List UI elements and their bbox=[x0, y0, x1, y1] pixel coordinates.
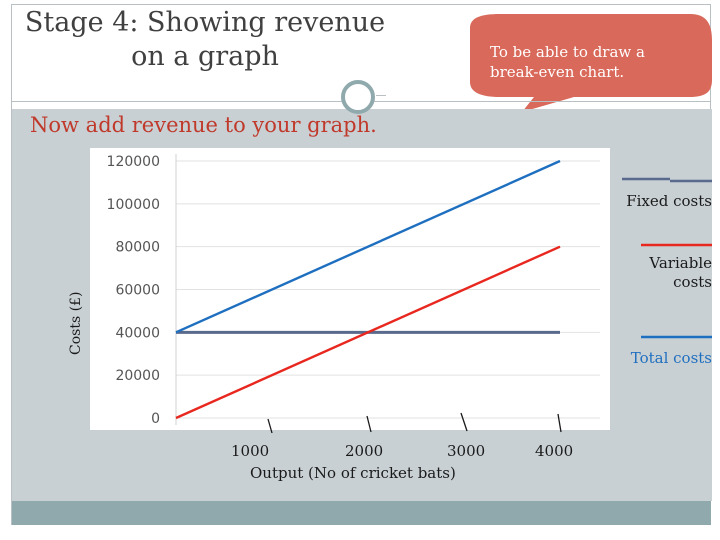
y-tick-label: 40000 bbox=[115, 325, 160, 341]
callout-line-2: break-even chart. bbox=[490, 63, 625, 81]
x-tick-label: 1000 bbox=[231, 442, 270, 460]
y-tick-label: 20000 bbox=[115, 368, 160, 384]
slide-title: Stage 4: Showing revenue on a graph bbox=[20, 6, 390, 74]
callout-bubble bbox=[470, 14, 712, 112]
variable-costs-line bbox=[175, 245, 561, 420]
total-costs-line bbox=[175, 159, 561, 334]
y-tick-label: 120000 bbox=[107, 154, 160, 170]
y-axis-label: Costs (£) bbox=[68, 291, 84, 355]
legend-variable-costs: Variable costs bbox=[649, 254, 712, 291]
divider-ring-icon bbox=[341, 80, 375, 114]
x-tick-mark bbox=[460, 412, 468, 432]
callout-bubble-shape bbox=[470, 14, 712, 112]
y-tick-label: 0 bbox=[151, 411, 160, 427]
footer-accent-bar bbox=[12, 501, 711, 525]
callout-text: To be able to draw a break-even chart. bbox=[490, 42, 690, 82]
x-tick-mark bbox=[557, 413, 562, 433]
divider-stem bbox=[376, 95, 386, 96]
x-axis-label: Output (No of cricket bats) bbox=[250, 464, 456, 482]
slide-title-line-1: Stage 4: Showing revenue bbox=[24, 7, 386, 38]
y-tick-label: 100000 bbox=[107, 197, 160, 213]
legend-fixed-costs: Fixed costs bbox=[626, 192, 712, 210]
x-tick-label: 2000 bbox=[345, 442, 384, 460]
y-tick-label: 80000 bbox=[115, 240, 160, 256]
instruction-text: Now add revenue to your graph. bbox=[30, 113, 377, 137]
legend-total-costs: Total costs bbox=[630, 349, 712, 367]
y-tick-label: 60000 bbox=[115, 283, 160, 299]
x-tick-label: 3000 bbox=[447, 442, 486, 460]
x-tick-label: 4000 bbox=[535, 442, 574, 460]
x-tick-mark bbox=[366, 415, 372, 433]
callout-line-1: To be able to draw a bbox=[490, 43, 645, 61]
x-tick-mark bbox=[267, 418, 273, 434]
slide-title-line-2: on a graph bbox=[131, 41, 279, 72]
